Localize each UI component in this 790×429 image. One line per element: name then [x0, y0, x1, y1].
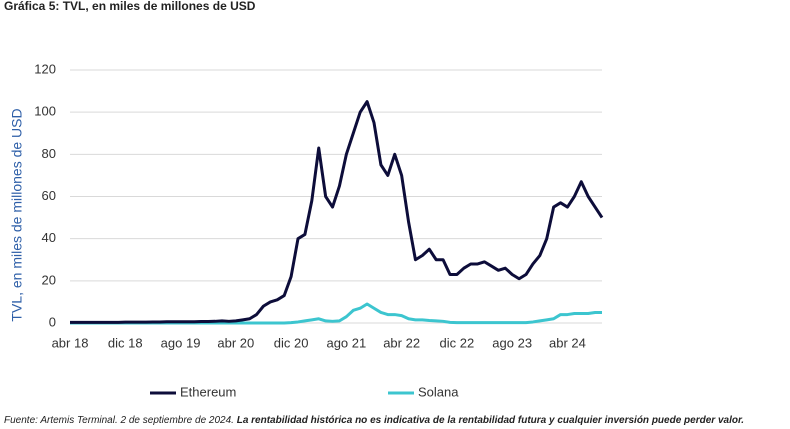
chart-title: Gráfica 5: TVL, en miles de millones de …	[4, 0, 256, 13]
y-tick-label: 120	[34, 61, 56, 76]
series-line	[70, 302, 602, 325]
x-tick-label: abr 20	[217, 335, 254, 350]
footnote: Fuente: Artemis Terminal. 2 de septiembr…	[4, 415, 744, 426]
legend-label: Solana	[418, 384, 459, 399]
y-tick-label: 20	[42, 272, 56, 287]
x-tick-label: abr 24	[549, 335, 586, 350]
x-tick-label: dic 20	[274, 335, 309, 350]
series-line	[70, 100, 604, 324]
disclaimer: La rentabilidad histórica no es indicati…	[237, 415, 744, 426]
x-tick-label: ago 19	[161, 335, 201, 350]
y-axis-label: TVL, en miles de millones de USD	[9, 108, 25, 321]
x-tick-label: ago 23	[492, 335, 532, 350]
source: Fuente: Artemis Terminal. 2 de septiembr…	[4, 415, 234, 426]
y-tick-label: 60	[42, 188, 56, 203]
x-tick-label: abr 22	[383, 335, 420, 350]
x-tick-label: dic 22	[440, 335, 475, 350]
y-tick-label: 40	[42, 230, 56, 245]
legend-label: Ethereum	[180, 384, 236, 399]
x-tick-label: ago 21	[326, 335, 366, 350]
y-tick-label: 0	[49, 314, 56, 329]
y-tick-label: 80	[42, 146, 56, 161]
x-tick-label: abr 18	[52, 335, 89, 350]
x-tick-label: dic 18	[108, 335, 143, 350]
y-tick-label: 100	[34, 104, 56, 119]
